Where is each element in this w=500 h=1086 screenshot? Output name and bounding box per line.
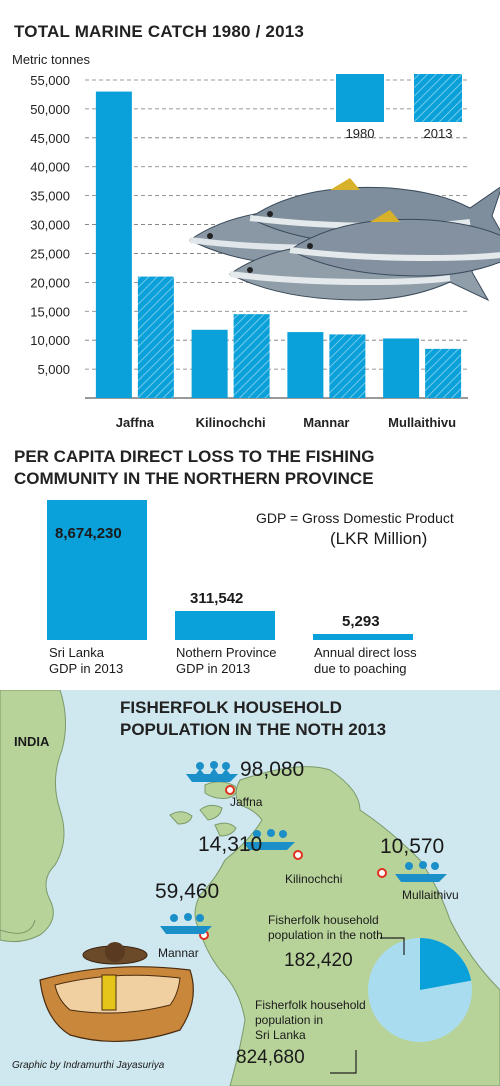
jaffna-label: Jaffna xyxy=(230,795,263,809)
island-2 xyxy=(169,811,193,825)
mannar-label: Mannar xyxy=(158,946,199,960)
category-label: Jaffna xyxy=(116,415,155,430)
gdp-note: GDP = Gross Domestic Product xyxy=(256,510,454,526)
y-tick-label: 5,000 xyxy=(37,362,70,377)
category-label: Mullaithivu xyxy=(388,415,456,430)
y-tick-label: 10,000 xyxy=(30,333,70,348)
mullaithivu-label: Mullaithivu xyxy=(402,888,459,902)
srilanka-pop-l2: population in xyxy=(255,1013,324,1027)
gdp-label-srilanka-l1: Sri Lanka xyxy=(49,645,104,660)
boat-icon-kilinochchi xyxy=(243,829,295,850)
north-pop-l2: population in the noth xyxy=(268,928,383,942)
category-label: Mannar xyxy=(303,415,349,430)
srilanka-pop-label: Fisherfolk household population in Sri L… xyxy=(255,998,366,1043)
srilanka-pop-l3: Sri Lanka xyxy=(255,1028,306,1042)
bar-mannar-2013 xyxy=(329,334,366,398)
mullaithivu-value: 10,570 xyxy=(380,835,445,858)
boat-icon-mullaithivu xyxy=(395,861,447,882)
gdp-title: PER CAPITA DIRECT LOSS TO THE FISHING CO… xyxy=(14,446,375,490)
gdp-unit: (LKR Million) xyxy=(330,529,428,548)
bar-jaffna-2013 xyxy=(137,276,174,398)
catch-unit-label: Metric tonnes xyxy=(12,52,91,67)
pie-slice-north xyxy=(420,938,472,990)
y-tick-label: 55,000 xyxy=(30,73,70,88)
gdp-bar-northern xyxy=(175,611,275,640)
legend-label-2013: 2013 xyxy=(424,126,453,141)
catch-title: TOTAL MARINE CATCH 1980 / 2013 xyxy=(14,22,305,41)
pin-jaffna xyxy=(225,785,235,795)
boat-icon-mannar xyxy=(160,913,212,934)
gdp-bar-srilanka xyxy=(47,500,147,640)
srilanka-pop-value: 824,680 xyxy=(236,1047,305,1068)
y-tick-label: 40,000 xyxy=(30,160,70,175)
gdp-label-northern: Nothern Province GDP in 2013 xyxy=(176,645,276,677)
india-landmass xyxy=(0,690,66,943)
boat-icons xyxy=(160,761,447,934)
island-3 xyxy=(199,804,223,821)
gdp-value-srilanka: 8,674,230 xyxy=(55,525,122,542)
legend-swatch-2013 xyxy=(414,74,462,122)
gdp-label-srilanka: Sri Lanka GDP in 2013 xyxy=(49,645,123,677)
pin-kilinochchi xyxy=(293,850,303,860)
island-4 xyxy=(214,822,237,837)
pie-chart xyxy=(368,938,472,1042)
gdp-label-srilanka-l2: GDP in 2013 xyxy=(49,661,124,676)
legend-label-1980: 1980 xyxy=(346,126,375,141)
pin-mullaithivu xyxy=(377,868,387,878)
gdp-title-line1: PER CAPITA DIRECT LOSS TO THE FISHING xyxy=(14,447,375,466)
jaffna-value: 98,080 xyxy=(240,758,305,781)
gdp-bar-loss xyxy=(313,634,413,640)
gdp-title-line2: COMMUNITY IN THE NORTHERN PROVINCE xyxy=(14,469,374,488)
gdp-label-loss: Annual direct loss due to poaching xyxy=(314,645,417,677)
category-label: Kilinochchi xyxy=(196,415,266,430)
y-tick-label: 25,000 xyxy=(30,246,70,261)
mannar-value: 59,460 xyxy=(155,880,220,903)
bar-jaffna-1980 xyxy=(95,91,132,399)
gdp-value-northern: 311,542 xyxy=(190,590,244,607)
bar-mannar-1980 xyxy=(287,332,324,398)
bar-kilinochchi-1980 xyxy=(191,329,228,398)
india-label: INDIA xyxy=(14,734,50,749)
fisherfolk-title-line2: POPULATION IN THE NOTH 2013 xyxy=(120,720,387,739)
north-pop-l1: Fisherfolk household xyxy=(268,913,379,927)
srilanka-pop-l1: Fisherfolk household xyxy=(255,998,366,1012)
bar-mullaithivu-1980 xyxy=(383,338,420,398)
north-pop-label: Fisherfolk household population in the n… xyxy=(268,913,383,943)
y-tick-label: 50,000 xyxy=(30,102,70,117)
gdp-label-northern-l2: GDP in 2013 xyxy=(176,661,251,676)
fisherfolk-title: FISHERFOLK HOUSEHOLD POPULATION IN THE N… xyxy=(120,697,386,741)
tuna-illustration xyxy=(189,178,500,302)
fisherman-boat-illustration xyxy=(39,942,194,1043)
bar-kilinochchi-2013 xyxy=(233,314,270,398)
gdp-label-loss-l1: Annual direct loss xyxy=(314,645,417,660)
gdp-chart: 8,674,230 Sri Lanka GDP in 2013 311,542 … xyxy=(0,495,500,685)
boat-icon-jaffna xyxy=(186,761,238,782)
kilinochchi-label: Kilinochchi xyxy=(285,872,343,886)
gdp-value-loss: 5,293 xyxy=(342,613,380,630)
credit: Graphic by Indramurthi Jayasuriya xyxy=(12,1060,165,1071)
gdp-label-loss-l2: due to poaching xyxy=(314,661,407,676)
north-pop-value: 182,420 xyxy=(284,950,353,971)
fisherfolk-title-line1: FISHERFOLK HOUSEHOLD xyxy=(120,698,342,717)
catch-chart: 5,000 10,000 15,000 20,000 25,000 30,000 35,00… xyxy=(30,73,500,430)
kilinochchi-value: 14,310 xyxy=(198,833,263,856)
legend-swatch-1980 xyxy=(336,74,384,122)
north-map xyxy=(0,690,500,1086)
gdp-label-northern-l1: Nothern Province xyxy=(176,645,277,660)
bar-mullaithivu-2013 xyxy=(425,348,462,398)
y-tick-label: 30,000 xyxy=(30,218,70,233)
y-tick-label: 15,000 xyxy=(30,304,70,319)
y-tick-label: 20,000 xyxy=(30,275,70,290)
y-tick-label: 45,000 xyxy=(30,131,70,146)
y-tick-label: 35,000 xyxy=(30,189,70,204)
